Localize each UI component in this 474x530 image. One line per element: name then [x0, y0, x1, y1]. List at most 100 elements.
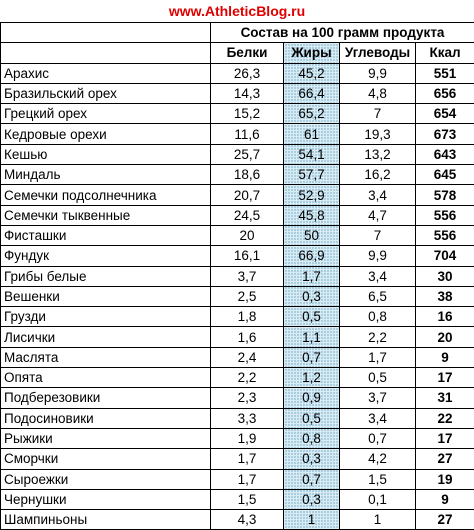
product-name: Вешенки — [1, 286, 211, 306]
carbs-value: 2,2 — [340, 327, 416, 347]
carbs-value: 0,7 — [340, 428, 416, 448]
fat-value: 45,2 — [284, 63, 340, 83]
kcal-value: 704 — [416, 246, 474, 266]
kcal-value: 556 — [416, 225, 474, 245]
carbs-value: 3,7 — [340, 388, 416, 408]
kcal-value: 643 — [416, 144, 474, 164]
carbs-value: 13,2 — [340, 144, 416, 164]
fat-value: 0,7 — [284, 469, 340, 489]
blank-cell — [1, 23, 211, 43]
kcal-value: 673 — [416, 124, 474, 144]
protein-value: 4,3 — [211, 510, 284, 530]
fat-value: 0,8 — [284, 428, 340, 448]
kcal-value: 27 — [416, 449, 474, 469]
product-name: Семечки подсолнечника — [1, 185, 211, 205]
kcal-value: 17 — [416, 368, 474, 388]
carbs-value: 4,2 — [340, 449, 416, 469]
header-row: Белки Жиры Углеводы Ккал — [1, 43, 474, 63]
kcal-value: 38 — [416, 286, 474, 306]
fat-value: 1 — [284, 510, 340, 530]
fat-value: 0,3 — [284, 449, 340, 469]
site-title: www.AthleticBlog.ru — [0, 0, 474, 22]
product-name: Бразильский орех — [1, 83, 211, 103]
product-name: Сморчки — [1, 449, 211, 469]
product-name: Опята — [1, 368, 211, 388]
kcal-value: 9 — [416, 489, 474, 509]
carbs-value: 7 — [340, 225, 416, 245]
header-carbs: Углеводы — [340, 43, 416, 63]
kcal-value: 656 — [416, 83, 474, 103]
protein-value: 2,3 — [211, 388, 284, 408]
kcal-value: 19 — [416, 469, 474, 489]
protein-value: 15,2 — [211, 104, 284, 124]
protein-value: 1,7 — [211, 469, 284, 489]
product-name: Семечки тыквенные — [1, 205, 211, 225]
kcal-value: 645 — [416, 165, 474, 185]
product-name: Сыроежки — [1, 469, 211, 489]
product-name: Грецкий орех — [1, 104, 211, 124]
carbs-value: 7 — [340, 104, 416, 124]
product-name: Фундук — [1, 246, 211, 266]
protein-value: 18,6 — [211, 165, 284, 185]
product-name: Шампиньоны — [1, 510, 211, 530]
product-name: Миндаль — [1, 165, 211, 185]
kcal-value: 22 — [416, 408, 474, 428]
kcal-value: 20 — [416, 327, 474, 347]
protein-value: 20,7 — [211, 185, 284, 205]
kcal-value: 9 — [416, 347, 474, 367]
carbs-value: 0,8 — [340, 307, 416, 327]
protein-value: 25,7 — [211, 144, 284, 164]
fat-value: 0,5 — [284, 307, 340, 327]
kcal-value: 654 — [416, 104, 474, 124]
product-name: Чернушки — [1, 489, 211, 509]
product-name: Маслята — [1, 347, 211, 367]
product-name: Грибы белые — [1, 266, 211, 286]
protein-value: 1,8 — [211, 307, 284, 327]
carbs-value: 3,4 — [340, 408, 416, 428]
protein-value: 1,7 — [211, 449, 284, 469]
fat-value: 52,9 — [284, 185, 340, 205]
fat-value: 1,1 — [284, 327, 340, 347]
product-name: Кедровые орехи — [1, 124, 211, 144]
carbs-value: 0,5 — [340, 368, 416, 388]
kcal-value: 31 — [416, 388, 474, 408]
protein-value: 24,5 — [211, 205, 284, 225]
protein-value: 2,5 — [211, 286, 284, 306]
carbs-value: 9,9 — [340, 246, 416, 266]
blank-cell — [1, 43, 211, 63]
carbs-value: 0,1 — [340, 489, 416, 509]
carbs-value: 4,8 — [340, 83, 416, 103]
fat-value: 54,1 — [284, 144, 340, 164]
header-fat: Жиры — [284, 43, 340, 63]
fat-value: 1,7 — [284, 266, 340, 286]
fat-value: 0,5 — [284, 408, 340, 428]
fat-value: 65,2 — [284, 104, 340, 124]
carbs-value: 3,4 — [340, 185, 416, 205]
product-name: Фисташки — [1, 225, 211, 245]
protein-value: 14,3 — [211, 83, 284, 103]
header-protein: Белки — [211, 43, 284, 63]
protein-value: 20 — [211, 225, 284, 245]
protein-value: 2,2 — [211, 368, 284, 388]
protein-value: 1,5 — [211, 489, 284, 509]
product-name: Подосиновики — [1, 408, 211, 428]
protein-value: 2,4 — [211, 347, 284, 367]
product-name: Подберезовики — [1, 388, 211, 408]
kcal-value: 30 — [416, 266, 474, 286]
